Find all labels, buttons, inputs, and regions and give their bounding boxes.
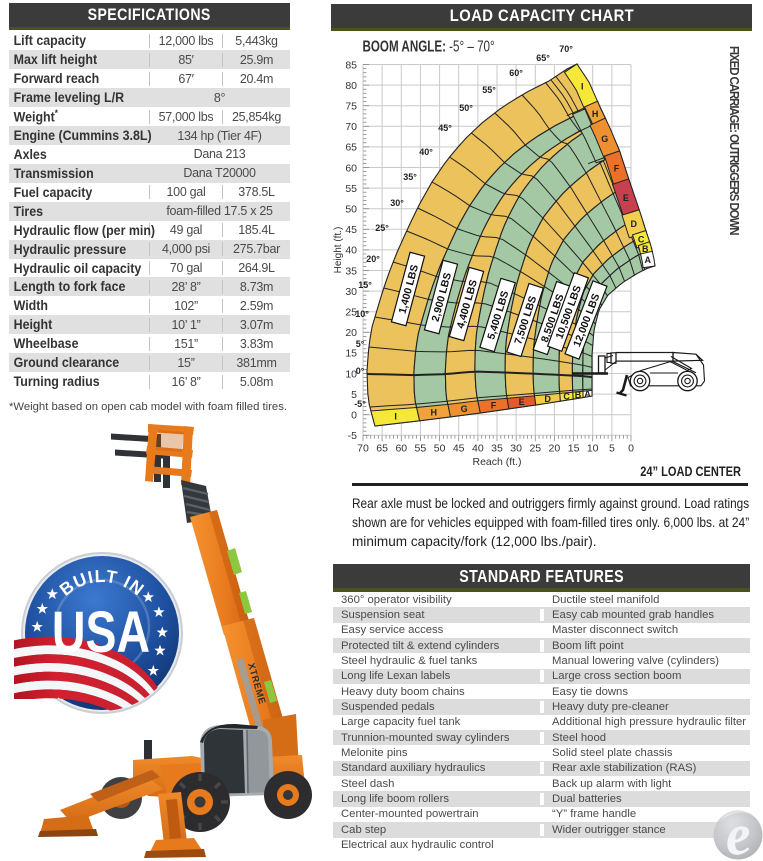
svg-text:35°: 35° [403, 172, 417, 182]
svg-text:25: 25 [529, 443, 541, 455]
svg-text:30: 30 [510, 443, 522, 455]
svg-text:65°: 65° [536, 53, 550, 63]
svg-text:70: 70 [345, 121, 357, 133]
svg-text:55: 55 [415, 443, 427, 455]
svg-text:D: D [631, 219, 638, 229]
svg-text:60: 60 [345, 162, 357, 174]
svg-text:85: 85 [345, 59, 357, 71]
svg-text:0: 0 [628, 443, 634, 455]
svg-text:10: 10 [587, 443, 599, 455]
svg-text:30: 30 [345, 286, 357, 298]
svg-text:B: B [575, 390, 582, 400]
svg-text:80: 80 [345, 80, 357, 92]
svg-text:25: 25 [345, 307, 357, 319]
svg-text:55: 55 [345, 183, 357, 195]
svg-text:60°: 60° [509, 68, 523, 78]
svg-text:E: E [623, 193, 629, 203]
svg-text:-5: -5 [348, 430, 357, 442]
svg-text:30°: 30° [390, 198, 404, 208]
svg-text:15: 15 [345, 348, 357, 360]
svg-text:50°: 50° [459, 103, 473, 113]
svg-text:35: 35 [491, 443, 503, 455]
svg-text:20°: 20° [366, 254, 380, 264]
svg-text:10°: 10° [355, 309, 369, 319]
svg-text:F: F [491, 401, 497, 411]
svg-text:E: E [519, 397, 525, 407]
svg-text:H: H [430, 408, 437, 418]
svg-text:G: G [601, 134, 608, 144]
svg-text:0: 0 [351, 410, 357, 422]
svg-text:70°: 70° [559, 44, 573, 54]
svg-text:C: C [563, 392, 570, 402]
svg-text:0°: 0° [356, 366, 365, 376]
svg-text:I: I [394, 412, 397, 422]
svg-text:Height (ft.): Height (ft.) [333, 227, 344, 274]
svg-text:G: G [461, 404, 468, 414]
svg-text:B: B [642, 244, 649, 254]
svg-text:60: 60 [395, 443, 407, 455]
svg-text:45°: 45° [438, 123, 452, 133]
svg-text:70: 70 [357, 443, 369, 455]
svg-text:5: 5 [351, 389, 357, 401]
svg-text:F: F [614, 164, 620, 174]
svg-text:15: 15 [568, 443, 580, 455]
svg-text:50: 50 [434, 443, 446, 455]
svg-text:BOOM ANGLE: -5° – 70°: BOOM ANGLE: -5° – 70° [363, 38, 495, 55]
svg-text:65: 65 [345, 142, 357, 154]
svg-text:25°: 25° [375, 223, 389, 233]
svg-text:40°: 40° [419, 147, 433, 157]
svg-text:35: 35 [345, 265, 357, 277]
svg-text:65: 65 [376, 443, 388, 455]
svg-text:-5°: -5° [354, 399, 366, 409]
svg-text:15°: 15° [358, 280, 372, 290]
svg-text:USA: USA [52, 600, 150, 665]
svg-text:A: A [584, 389, 591, 399]
svg-text:5°: 5° [356, 339, 365, 349]
svg-text:20: 20 [549, 443, 561, 455]
svg-text:50: 50 [345, 204, 357, 216]
svg-text:Reach (ft.): Reach (ft.) [472, 456, 521, 468]
svg-text:I: I [581, 81, 584, 91]
svg-text:C: C [638, 235, 645, 245]
svg-text:40: 40 [345, 245, 357, 257]
svg-text:e: e [722, 804, 754, 861]
svg-text:5: 5 [609, 443, 615, 455]
svg-text:10: 10 [345, 368, 357, 380]
svg-text:40: 40 [472, 443, 484, 455]
svg-text:55°: 55° [482, 85, 496, 95]
svg-text:24” LOAD CENTER: 24” LOAD CENTER [640, 464, 741, 479]
svg-text:45: 45 [345, 224, 357, 236]
svg-text:H: H [592, 109, 599, 119]
svg-text:D: D [544, 394, 551, 404]
svg-text:20: 20 [345, 327, 357, 339]
svg-text:75: 75 [345, 101, 357, 113]
svg-text:45: 45 [453, 443, 465, 455]
svg-text:A: A [645, 255, 652, 265]
